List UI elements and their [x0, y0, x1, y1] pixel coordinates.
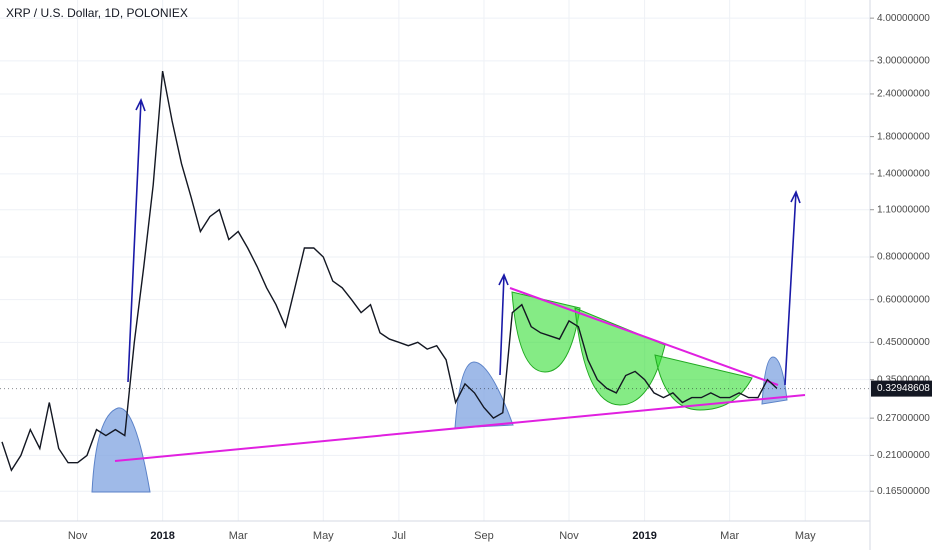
support-line [114, 394, 806, 462]
y-tick-label: 0.27000000 [877, 413, 930, 424]
drawings [91, 97, 806, 493]
green-cup [654, 354, 753, 411]
y-tick-label: 1.40000000 [877, 169, 930, 180]
arrow [127, 97, 146, 383]
y-tick-label: 4.00000000 [877, 13, 930, 24]
y-tick-label: 0.60000000 [877, 294, 930, 305]
chart-title: XRP / U.S. Dollar, 1D, POLONIEX [6, 6, 188, 20]
x-tick-label: Nov [68, 530, 88, 542]
last-price-box [871, 380, 932, 397]
y-tick-label: 3.00000000 [877, 55, 930, 66]
x-tick-label: Sep [474, 530, 494, 542]
x-tick-label: 2019 [632, 530, 656, 542]
y-tick-label: 0.45000000 [877, 337, 930, 348]
x-tick-label: Jul [392, 530, 406, 542]
y-tick-label: 0.21000000 [877, 450, 930, 461]
x-tick-label: May [795, 530, 816, 542]
blue-hump [91, 407, 151, 493]
y-tick-label: 0.35000000 [877, 374, 930, 385]
y-tick-label: 1.10000000 [877, 204, 930, 215]
x-tick-label: Mar [229, 530, 248, 542]
arrows [127, 97, 801, 386]
y-tick-label: 0.16500000 [877, 486, 930, 497]
last-price-label: 0.32948608 [877, 383, 930, 394]
arrow [498, 273, 509, 376]
resistance-line [509, 287, 779, 386]
y-tick-label: 1.80000000 [877, 131, 930, 142]
x-tick-label: Nov [559, 530, 579, 542]
x-tick-label: 2018 [150, 530, 174, 542]
y-tick-label: 0.80000000 [877, 252, 930, 263]
green-cup [574, 307, 666, 406]
arrow [784, 189, 801, 386]
x-tick-label: Mar [720, 530, 739, 542]
x-tick-label: May [313, 530, 334, 542]
grid [0, 0, 870, 521]
price-line [1, 70, 778, 472]
axes: 0.16500000 0.21000000 0.27000000 0.35000000… [0, 13, 932, 542]
green-cup [511, 291, 581, 373]
y-tick-label: 2.40000000 [877, 89, 930, 100]
series [1, 70, 778, 472]
